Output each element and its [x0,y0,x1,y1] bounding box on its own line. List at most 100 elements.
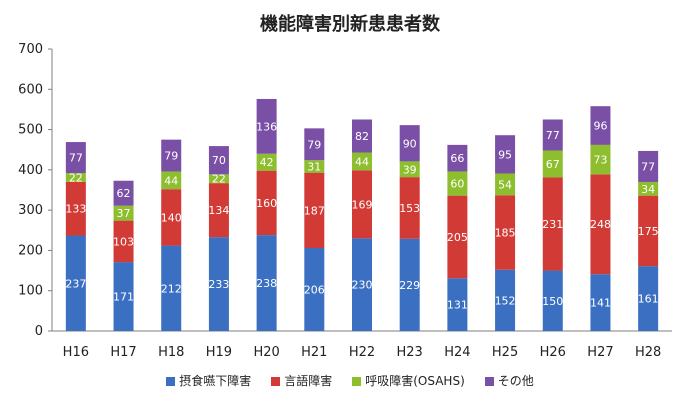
y-tick-label: 0 [35,324,43,339]
bar-segment [399,161,420,178]
data-label: 79 [307,138,321,151]
y-tick-label: 600 [18,82,43,97]
bar-segment [352,170,372,239]
bar-segment [447,195,468,279]
x-tick-label: H25 [492,345,518,360]
bar-segment [542,150,563,178]
data-label: 60 [450,178,464,191]
data-label: 67 [546,158,560,171]
data-label: 79 [164,150,178,163]
bar-segment [208,237,229,331]
data-label: 22 [212,173,226,186]
data-label: 175 [638,225,659,238]
bar-segment [495,135,516,174]
data-label: 31 [307,160,321,173]
bar-segment [638,266,659,331]
bar-segment [256,170,277,236]
bar-segment [256,98,277,154]
bar-segment [542,270,563,331]
bar-segment [352,152,372,171]
x-tick-label: H27 [587,345,613,360]
legend: 摂食嚥下障害 言語障害 呼吸障害(OSAHS) その他 [0,372,700,389]
data-label: 44 [164,174,178,187]
data-label: 133 [65,203,86,216]
bar-segment [542,119,563,151]
data-label: 96 [593,120,607,133]
data-label: 42 [260,156,274,169]
data-label: 39 [403,163,417,176]
bar-segment [65,181,86,236]
bar-segment [495,173,516,196]
bar-segment [447,171,468,196]
bar-segment [113,262,134,331]
data-label: 54 [498,178,512,191]
data-label: 103 [113,235,134,248]
x-tick-label: H19 [206,345,232,360]
bar-segment [352,238,372,331]
data-label: 229 [399,279,420,292]
bar-segment [447,278,468,331]
data-label: 231 [542,218,563,231]
bar-segment [590,174,611,275]
bar-segment [638,150,659,182]
bar-segment [590,274,611,331]
legend-swatch [484,377,494,386]
bar-segment [161,139,182,172]
data-label: 95 [498,148,512,161]
legend-label: その他 [497,374,534,388]
legend-item: 言語障害 [271,372,332,389]
bar-segment [590,106,611,145]
data-label: 185 [495,227,516,240]
data-label: 152 [495,294,516,307]
data-label: 44 [355,155,369,168]
bar-segment [399,238,420,331]
legend-swatch [271,377,281,386]
data-label: 73 [593,154,607,167]
y-tick-label: 100 [18,284,43,299]
data-label: 62 [117,187,131,200]
y-tick-label: 300 [18,203,43,218]
legend-item: 呼吸障害(OSAHS) [352,372,465,389]
data-label: 82 [355,130,369,143]
chart-title: 機能障害別新患患者数 [260,14,440,35]
data-label: 34 [641,183,655,196]
bar-segment [161,171,182,190]
data-label: 37 [117,207,131,220]
bar-segment [542,177,563,271]
data-label: 22 [69,172,83,185]
x-tick-label: H24 [444,345,470,360]
bar-segment [304,248,325,331]
bar-segment [304,128,325,161]
data-label: 134 [208,204,229,217]
x-tick-label: H16 [63,345,89,360]
bar-segment [495,269,516,331]
x-tick-label: H23 [397,345,423,360]
data-label: 230 [352,279,373,292]
legend-item: 摂食嚥下障害 [166,372,251,389]
bar-segment [256,153,277,171]
bar-segment [161,189,182,246]
bar-segment [638,195,659,267]
bar-segment [208,146,229,175]
bar-segment [113,220,134,263]
bar-segment [65,235,86,331]
bar-segment [256,235,277,331]
bar-segment [447,144,468,172]
legend-label: 摂食嚥下障害 [179,374,252,388]
x-tick-label: H22 [349,345,375,360]
data-label: 77 [69,152,83,165]
data-label: 161 [638,293,659,306]
data-label: 150 [542,295,563,308]
data-label: 237 [65,277,86,290]
legend-label: 呼吸障害(OSAHS) [365,374,465,388]
legend-swatch [352,377,362,386]
x-tick-label: H21 [301,345,327,360]
data-label: 140 [161,211,182,224]
data-label: 171 [113,291,134,304]
data-label: 136 [256,120,277,133]
bar-segment [590,144,611,175]
x-tick-label: H18 [158,345,184,360]
legend-swatch [166,377,176,386]
